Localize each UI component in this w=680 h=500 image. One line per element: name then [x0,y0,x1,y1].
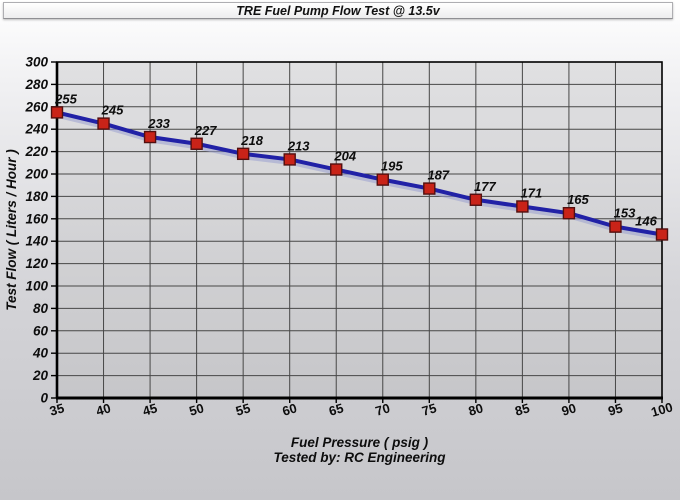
data-point-label: 153 [614,206,636,221]
x-tick-label: 65 [327,400,345,418]
y-tick-label: 80 [33,301,49,316]
data-point-marker [423,182,436,195]
series-line [56,110,663,237]
x-tick-label: 35 [48,400,66,418]
y-tick-label: 120 [25,256,48,271]
y-tick-label: 300 [25,55,48,70]
x-tick-label: 45 [141,400,159,418]
x-tick-label: 40 [94,400,112,418]
x-axis-title: Fuel Pressure ( psig ) [291,435,429,450]
x-tick-label: 90 [560,400,578,418]
x-tick-label: 100 [649,399,674,419]
data-point-label: 165 [567,192,589,207]
data-point-label: 171 [521,185,543,200]
data-point-label: 213 [287,138,310,153]
x-tick-label: 60 [281,400,299,418]
data-point-label: 227 [194,123,217,138]
data-point-marker [376,173,389,186]
x-tick-label: 95 [606,400,624,418]
y-axis-title: Test Flow ( Liters / Hour ) [4,149,19,311]
data-point-marker [609,220,622,233]
data-point-marker [283,153,296,166]
data-point-label: 177 [474,179,496,194]
y-tick-label: 260 [24,99,48,114]
y-tick-label: 240 [24,122,48,137]
data-point-marker [190,137,203,150]
y-tick-label: 280 [24,77,48,92]
data-point-marker [516,200,529,213]
data-point-marker [143,130,157,144]
y-tick-label: 220 [24,144,48,159]
x-tick-label: 75 [420,400,438,418]
data-point-label: 146 [635,213,657,228]
y-tick-label: 160 [25,211,48,226]
x-tick-label: 55 [234,400,252,418]
chart-footer: Tested by: RC Engineering [273,450,446,465]
y-tick-label: 200 [24,167,48,182]
x-tick-label: 85 [513,400,531,418]
data-point-label: 195 [381,159,403,174]
y-tick-label: 100 [25,279,48,294]
y-tick-label: 180 [25,189,48,204]
y-tick-label: 20 [32,368,49,383]
chart-title: TRE Fuel Pump Flow Test @ 13.5v [236,3,440,18]
y-tick-label: 140 [25,234,48,249]
data-point-label: 187 [427,168,449,183]
data-point-marker [236,147,250,161]
data-point-marker [330,163,343,176]
data-point-label: 233 [147,116,170,131]
x-tick-label: 80 [467,400,485,418]
data-point-label: 218 [240,133,263,148]
data-point-label: 245 [101,103,124,118]
y-tick-label: 60 [33,323,49,338]
data-point-marker [50,106,64,119]
chart-title-bar: TRE Fuel Pump Flow Test @ 13.5v [3,2,673,19]
x-tick-label: 50 [187,400,205,418]
plot-area [57,62,662,398]
x-tick-label: 70 [374,400,392,418]
y-tick-label: 0 [40,391,48,406]
data-point-label: 255 [54,91,77,106]
data-point-marker [655,228,669,241]
data-point-marker [469,193,483,206]
data-point-marker [97,117,110,130]
y-tick-label: 40 [32,346,49,361]
data-point-marker [562,206,576,220]
data-point-label: 204 [333,149,356,164]
